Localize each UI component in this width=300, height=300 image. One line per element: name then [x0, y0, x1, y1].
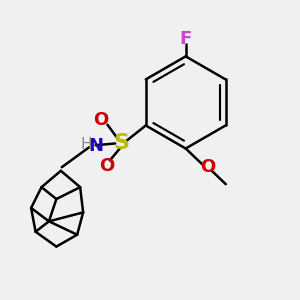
- Text: O: O: [93, 111, 109, 129]
- Text: F: F: [179, 30, 192, 48]
- Text: S: S: [114, 133, 130, 153]
- Text: O: O: [200, 158, 216, 176]
- Text: H: H: [81, 137, 92, 152]
- Text: O: O: [99, 157, 115, 175]
- Text: N: N: [88, 136, 104, 154]
